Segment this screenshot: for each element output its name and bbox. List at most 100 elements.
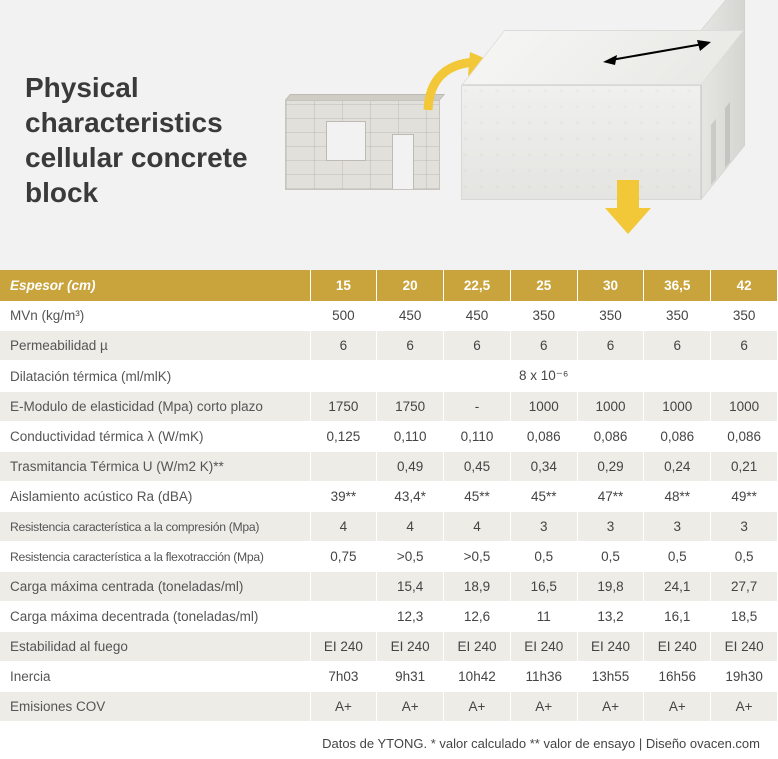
row-label: Trasmitancia Térmica U (W/m2 K)** bbox=[0, 452, 310, 482]
table-row: Aislamiento acústico Ra (dBA)39**43,4*45… bbox=[0, 482, 778, 512]
cell-value: 3 bbox=[510, 512, 577, 542]
cell-value: 0,75 bbox=[310, 542, 377, 572]
cell-value: A+ bbox=[510, 692, 577, 722]
cell-value: 6 bbox=[510, 331, 577, 361]
cell-value: 500 bbox=[310, 301, 377, 331]
hero-title: Physical characteristics cellular concre… bbox=[25, 70, 255, 210]
cell-value: A+ bbox=[377, 692, 444, 722]
cell-value: 4 bbox=[310, 512, 377, 542]
cell-value: 0,5 bbox=[644, 542, 711, 572]
cell-value: A+ bbox=[444, 692, 511, 722]
cell-value: 450 bbox=[444, 301, 511, 331]
cell-value: 0,086 bbox=[577, 422, 644, 452]
cell-value: 0,34 bbox=[510, 452, 577, 482]
table-row: Trasmitancia Térmica U (W/m2 K)** 0,490,4… bbox=[0, 452, 778, 482]
cell-value: 18,9 bbox=[444, 572, 511, 602]
cell-value: 0,110 bbox=[377, 422, 444, 452]
cell-value: 16,5 bbox=[510, 572, 577, 602]
table-row: E-Modulo de elasticidad (Mpa) corto plaz… bbox=[0, 392, 778, 422]
table-row: MVn (kg/m³)500450450350350350350 bbox=[0, 301, 778, 331]
cell-value: 1000 bbox=[711, 392, 778, 422]
cell-value: 39** bbox=[310, 482, 377, 512]
cell-value: 1750 bbox=[377, 392, 444, 422]
cell-value: 350 bbox=[577, 301, 644, 331]
row-label: Carga máxima centrada (toneladas/ml) bbox=[0, 572, 310, 602]
row-label: Estabilidad al fuego bbox=[0, 632, 310, 662]
cell-value: 0,45 bbox=[444, 452, 511, 482]
row-label: MVn (kg/m³) bbox=[0, 301, 310, 331]
cell-value: 6 bbox=[444, 331, 511, 361]
cell-value: 24,1 bbox=[644, 572, 711, 602]
cell-value: 13,2 bbox=[577, 602, 644, 632]
table-row: Resistencia característica a la flexotra… bbox=[0, 542, 778, 572]
wall-illustration bbox=[285, 100, 440, 190]
row-label: Aislamiento acústico Ra (dBA) bbox=[0, 482, 310, 512]
row-label: Carga máxima decentrada (toneladas/ml) bbox=[0, 602, 310, 632]
cell-value: EI 240 bbox=[310, 632, 377, 662]
cell-value: 0,29 bbox=[577, 452, 644, 482]
cell-value: - bbox=[444, 392, 511, 422]
cell-value: 4 bbox=[444, 512, 511, 542]
cell-value: 3 bbox=[711, 512, 778, 542]
cell-value: A+ bbox=[577, 692, 644, 722]
cell-value: 0,086 bbox=[510, 422, 577, 452]
row-label: Conductividad térmica λ (W/mK) bbox=[0, 422, 310, 452]
cell-value: 19,8 bbox=[577, 572, 644, 602]
table-row: Carga máxima decentrada (toneladas/ml) 12… bbox=[0, 602, 778, 632]
cell-value: 16h56 bbox=[644, 662, 711, 692]
cell-value: EI 240 bbox=[644, 632, 711, 662]
cell-value: 7h03 bbox=[310, 662, 377, 692]
table-row: Resistencia característica a la compresi… bbox=[0, 512, 778, 542]
cell-value: 12,6 bbox=[444, 602, 511, 632]
col-header-value: 36,5 bbox=[644, 270, 711, 301]
cell-value: 49** bbox=[711, 482, 778, 512]
cell-value: 10h42 bbox=[444, 662, 511, 692]
cell-value: 0,086 bbox=[644, 422, 711, 452]
table-row: Dilatación térmica (ml/mlK)8 x 10⁻⁶ bbox=[0, 361, 778, 392]
cell-value: 15,4 bbox=[377, 572, 444, 602]
col-header-value: 25 bbox=[510, 270, 577, 301]
cell-value: EI 240 bbox=[510, 632, 577, 662]
cell-value: 12,3 bbox=[377, 602, 444, 632]
row-span-value: 8 x 10⁻⁶ bbox=[310, 361, 778, 392]
cell-value: A+ bbox=[711, 692, 778, 722]
cell-value: 6 bbox=[377, 331, 444, 361]
table-header: Espesor (cm)152022,5253036,542 bbox=[0, 270, 778, 301]
cell-value: 45** bbox=[444, 482, 511, 512]
col-header-label: Espesor (cm) bbox=[0, 270, 310, 301]
table-body: MVn (kg/m³)500450450350350350350Permeabi… bbox=[0, 301, 778, 722]
cell-value: 0,49 bbox=[377, 452, 444, 482]
hero-panel: Physical characteristics cellular concre… bbox=[0, 0, 778, 270]
table-row: Conductividad térmica λ (W/mK)0,1250,110… bbox=[0, 422, 778, 452]
cell-value: 19h30 bbox=[711, 662, 778, 692]
cell-value: 1000 bbox=[510, 392, 577, 422]
cell-value: 9h31 bbox=[377, 662, 444, 692]
cell-value bbox=[310, 602, 377, 632]
down-arrow-icon bbox=[603, 180, 653, 235]
cell-value: EI 240 bbox=[377, 632, 444, 662]
cell-value: 6 bbox=[644, 331, 711, 361]
cell-value: 11 bbox=[510, 602, 577, 632]
cell-value: 1000 bbox=[644, 392, 711, 422]
cell-value: 11h36 bbox=[510, 662, 577, 692]
cell-value: 27,7 bbox=[711, 572, 778, 602]
cell-value: >0,5 bbox=[377, 542, 444, 572]
cell-value: 0,24 bbox=[644, 452, 711, 482]
block-illustration bbox=[443, 30, 743, 220]
row-label: E-Modulo de elasticidad (Mpa) corto plaz… bbox=[0, 392, 310, 422]
cell-value: 3 bbox=[577, 512, 644, 542]
col-header-value: 15 bbox=[310, 270, 377, 301]
cell-value: 6 bbox=[310, 331, 377, 361]
cell-value: 450 bbox=[377, 301, 444, 331]
cell-value: 1750 bbox=[310, 392, 377, 422]
cell-value: A+ bbox=[644, 692, 711, 722]
cell-value: 13h55 bbox=[577, 662, 644, 692]
cell-value: 6 bbox=[711, 331, 778, 361]
table-row: Estabilidad al fuegoEI 240EI 240EI 240EI… bbox=[0, 632, 778, 662]
cell-value: 0,125 bbox=[310, 422, 377, 452]
cell-value: 0,5 bbox=[711, 542, 778, 572]
row-label: Resistencia característica a la flexotra… bbox=[0, 542, 310, 572]
cell-value: 350 bbox=[510, 301, 577, 331]
cell-value: 0,21 bbox=[711, 452, 778, 482]
footnote: Datos de YTONG. * valor calculado ** val… bbox=[0, 722, 778, 759]
